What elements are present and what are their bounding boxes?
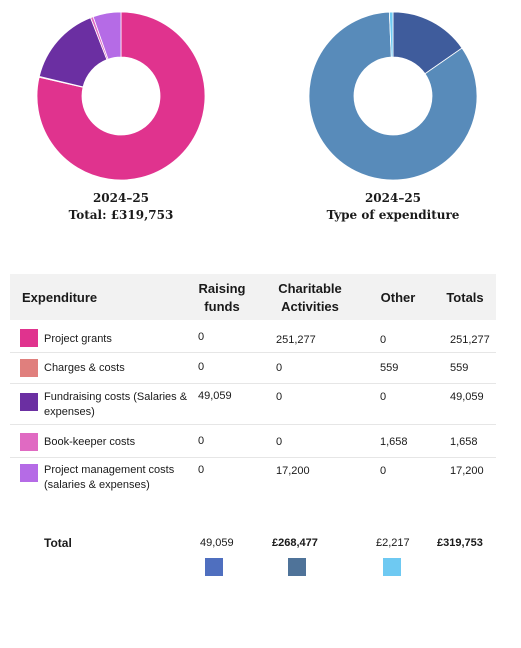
expenditure-type-slice-3 [388, 11, 394, 58]
table-row: Project management costs (salaries & exp… [10, 458, 496, 502]
legend-swatch [20, 433, 38, 451]
header-charitable-activities: Charitable Activities [278, 281, 342, 314]
expenditure-slice-5 [92, 11, 122, 60]
left-chart-title: 2024–25 [92, 191, 150, 205]
cell-raising: 49,059 [198, 390, 232, 402]
header-expenditure: Expenditure [22, 290, 98, 305]
left-chart-caption: 2024–25 Total: £319,753 [11, 190, 231, 224]
cell-other: 559 [380, 362, 399, 374]
right-chart-caption: 2024–25 Type of expenditure [283, 190, 503, 224]
total-swatch-charitable [288, 558, 306, 576]
left-chart-subtitle: Total: £319,753 [68, 208, 174, 222]
legend-swatch [20, 393, 38, 411]
cell-charitable: 0 [276, 362, 283, 374]
total-row: Total 49,059 £268,477 £2,217 £319,753 [10, 532, 496, 582]
header-other: Other [380, 290, 416, 305]
expenditure-type-slice-2 [308, 11, 478, 181]
cell-other: 0 [380, 334, 387, 346]
right-chart-title: 2024–25 [364, 191, 422, 205]
total-grand: £319,753 [437, 537, 483, 549]
cell-charitable: 251,277 [276, 334, 316, 346]
cell-raising: 0 [198, 331, 205, 343]
header-totals: Totals [446, 290, 484, 305]
row-label: Fundraising costs (Salaries & expenses) [44, 391, 188, 418]
total-other: £2,217 [376, 537, 410, 549]
cell-other: 0 [380, 391, 387, 403]
total-label: Total [44, 536, 72, 550]
row-label: Charges & costs [44, 362, 125, 374]
table-row: Charges & costs 0 0 559 559 [10, 353, 496, 384]
cell-other: 1,658 [380, 436, 408, 448]
row-label: Book-keeper costs [44, 436, 136, 448]
expenditure-donut-chart [36, 11, 206, 181]
cell-total: 49,059 [450, 391, 484, 403]
total-raising: 49,059 [200, 537, 234, 549]
expenditure-slice-1 [36, 11, 206, 181]
cell-raising: 0 [198, 361, 205, 373]
cell-raising: 0 [198, 464, 205, 476]
expenditure-type-donut-chart [308, 11, 478, 181]
cell-total: 251,277 [450, 334, 490, 346]
table-row: Fundraising costs (Salaries & expenses) … [10, 384, 496, 425]
row-label: Project grants [44, 333, 112, 345]
legend-swatch [20, 329, 38, 347]
row-label: Project management costs (salaries & exp… [44, 464, 175, 491]
header-raising-funds: Raising funds [198, 281, 246, 314]
cell-charitable: 0 [276, 436, 283, 448]
right-chart-subtitle: Type of expenditure [326, 208, 460, 222]
legend-swatch [20, 464, 38, 482]
cell-raising: 0 [198, 435, 205, 447]
total-swatch-raising [205, 558, 223, 576]
table-header: Expenditure Raising funds Charitable Act… [10, 274, 496, 320]
cell-total: 17,200 [450, 465, 484, 477]
total-swatch-other [383, 558, 401, 576]
cell-total: 1,658 [450, 436, 478, 448]
table-row: Project grants 0 251,277 0 251,277 [10, 321, 496, 353]
legend-swatch [20, 359, 38, 377]
cell-total: 559 [450, 362, 469, 374]
cell-charitable: 0 [276, 391, 283, 403]
table-row: Book-keeper costs 0 0 1,658 1,658 [10, 425, 496, 458]
cell-charitable: 17,200 [276, 465, 310, 477]
total-charitable: £268,477 [272, 537, 318, 549]
cell-other: 0 [380, 465, 387, 477]
